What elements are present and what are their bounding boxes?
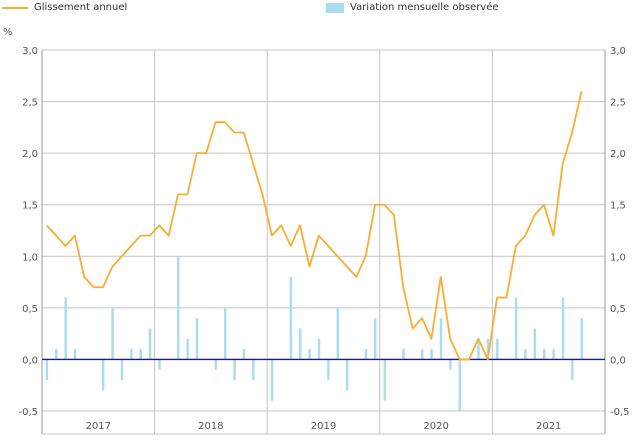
y-tick-label-left: 1,5 [22, 201, 38, 212]
y-tick-label-left: 2,5 [22, 98, 38, 109]
monthly-bar [158, 359, 161, 370]
monthly-bar [299, 328, 302, 360]
monthly-bar [177, 256, 180, 360]
monthly-bar [223, 307, 227, 360]
monthly-bar [317, 338, 321, 360]
monthly-bar [101, 359, 105, 391]
y-tick-label-left: 2,0 [22, 149, 38, 160]
monthly-bar [130, 349, 133, 360]
y-tick-label-left: 0,5 [22, 304, 38, 315]
legend-item-monthly: Variation mensuelle observée [326, 2, 499, 13]
monthly-bar [242, 349, 246, 360]
y-tick-label-right: 1,5 [610, 201, 626, 212]
monthly-bar [270, 359, 274, 401]
y-tick-label-left: 1,0 [22, 252, 38, 263]
monthly-bar [45, 359, 49, 381]
monthly-bar [524, 349, 527, 360]
monthly-bar [111, 307, 114, 360]
monthly-bar [195, 318, 199, 360]
legend-line-swatch [2, 6, 28, 9]
year-label: 2021 [536, 421, 561, 432]
year-label: 2019 [311, 421, 336, 432]
monthly-bar [186, 338, 189, 360]
legend-label-annual: Glissement annuel [34, 2, 128, 13]
y-tick-label-right: 2,5 [610, 98, 626, 109]
monthly-bar [345, 359, 349, 391]
monthly-bar [514, 297, 518, 360]
y-tick-label-right: -0,5 [610, 407, 630, 418]
monthly-bar [430, 349, 433, 360]
monthly-bar [289, 276, 293, 360]
monthly-bar [580, 318, 583, 360]
monthly-bar [120, 359, 124, 381]
monthly-bar [55, 349, 58, 360]
y-tick-label-left: 0,0 [22, 355, 38, 366]
legend-item-annual: Glissement annuel [2, 2, 127, 13]
monthly-bar [571, 359, 574, 381]
monthly-bar [402, 349, 405, 360]
year-label: 2018 [198, 421, 223, 432]
monthly-bar [543, 349, 546, 360]
monthly-bar [214, 359, 217, 370]
legend-bar-swatch [326, 2, 344, 13]
monthly-bar [148, 328, 152, 360]
y-tick-label-right: 0,0 [610, 355, 626, 366]
monthly-bar [552, 349, 555, 360]
year-label: 2020 [423, 421, 448, 432]
y-tick-label-right: 3,0 [610, 46, 626, 57]
monthly-bar [308, 349, 311, 360]
y-tick-label-left: -0,5 [18, 407, 38, 418]
monthly-bar [533, 328, 537, 360]
monthly-bar [327, 359, 330, 381]
year-label: 2017 [86, 421, 111, 432]
monthly-bar [336, 307, 339, 360]
monthly-bar [458, 359, 461, 411]
legend-label-monthly: Variation mensuelle observée [350, 2, 499, 13]
y-tick-label-right: 2,0 [610, 149, 626, 160]
annual-line [46, 91, 583, 361]
monthly-bar [252, 359, 255, 381]
monthly-bar [439, 318, 443, 360]
monthly-bar [477, 338, 480, 360]
y-tick-label-right: 1,0 [610, 252, 626, 263]
monthly-bar [486, 338, 490, 360]
monthly-bar [364, 349, 368, 360]
monthly-bar [139, 349, 142, 360]
y-tick-label-left: 3,0 [22, 46, 38, 57]
monthly-bar [233, 359, 236, 381]
monthly-bar [374, 318, 377, 360]
unit-label: % [3, 27, 13, 38]
monthly-bar [449, 359, 452, 370]
y-tick-label-right: 0,5 [610, 304, 626, 315]
monthly-bar [383, 359, 386, 401]
monthly-bar [496, 338, 499, 360]
monthly-bar [73, 349, 77, 360]
monthly-bar [64, 297, 67, 360]
monthly-bar [561, 297, 565, 360]
monthly-bar [421, 349, 424, 360]
